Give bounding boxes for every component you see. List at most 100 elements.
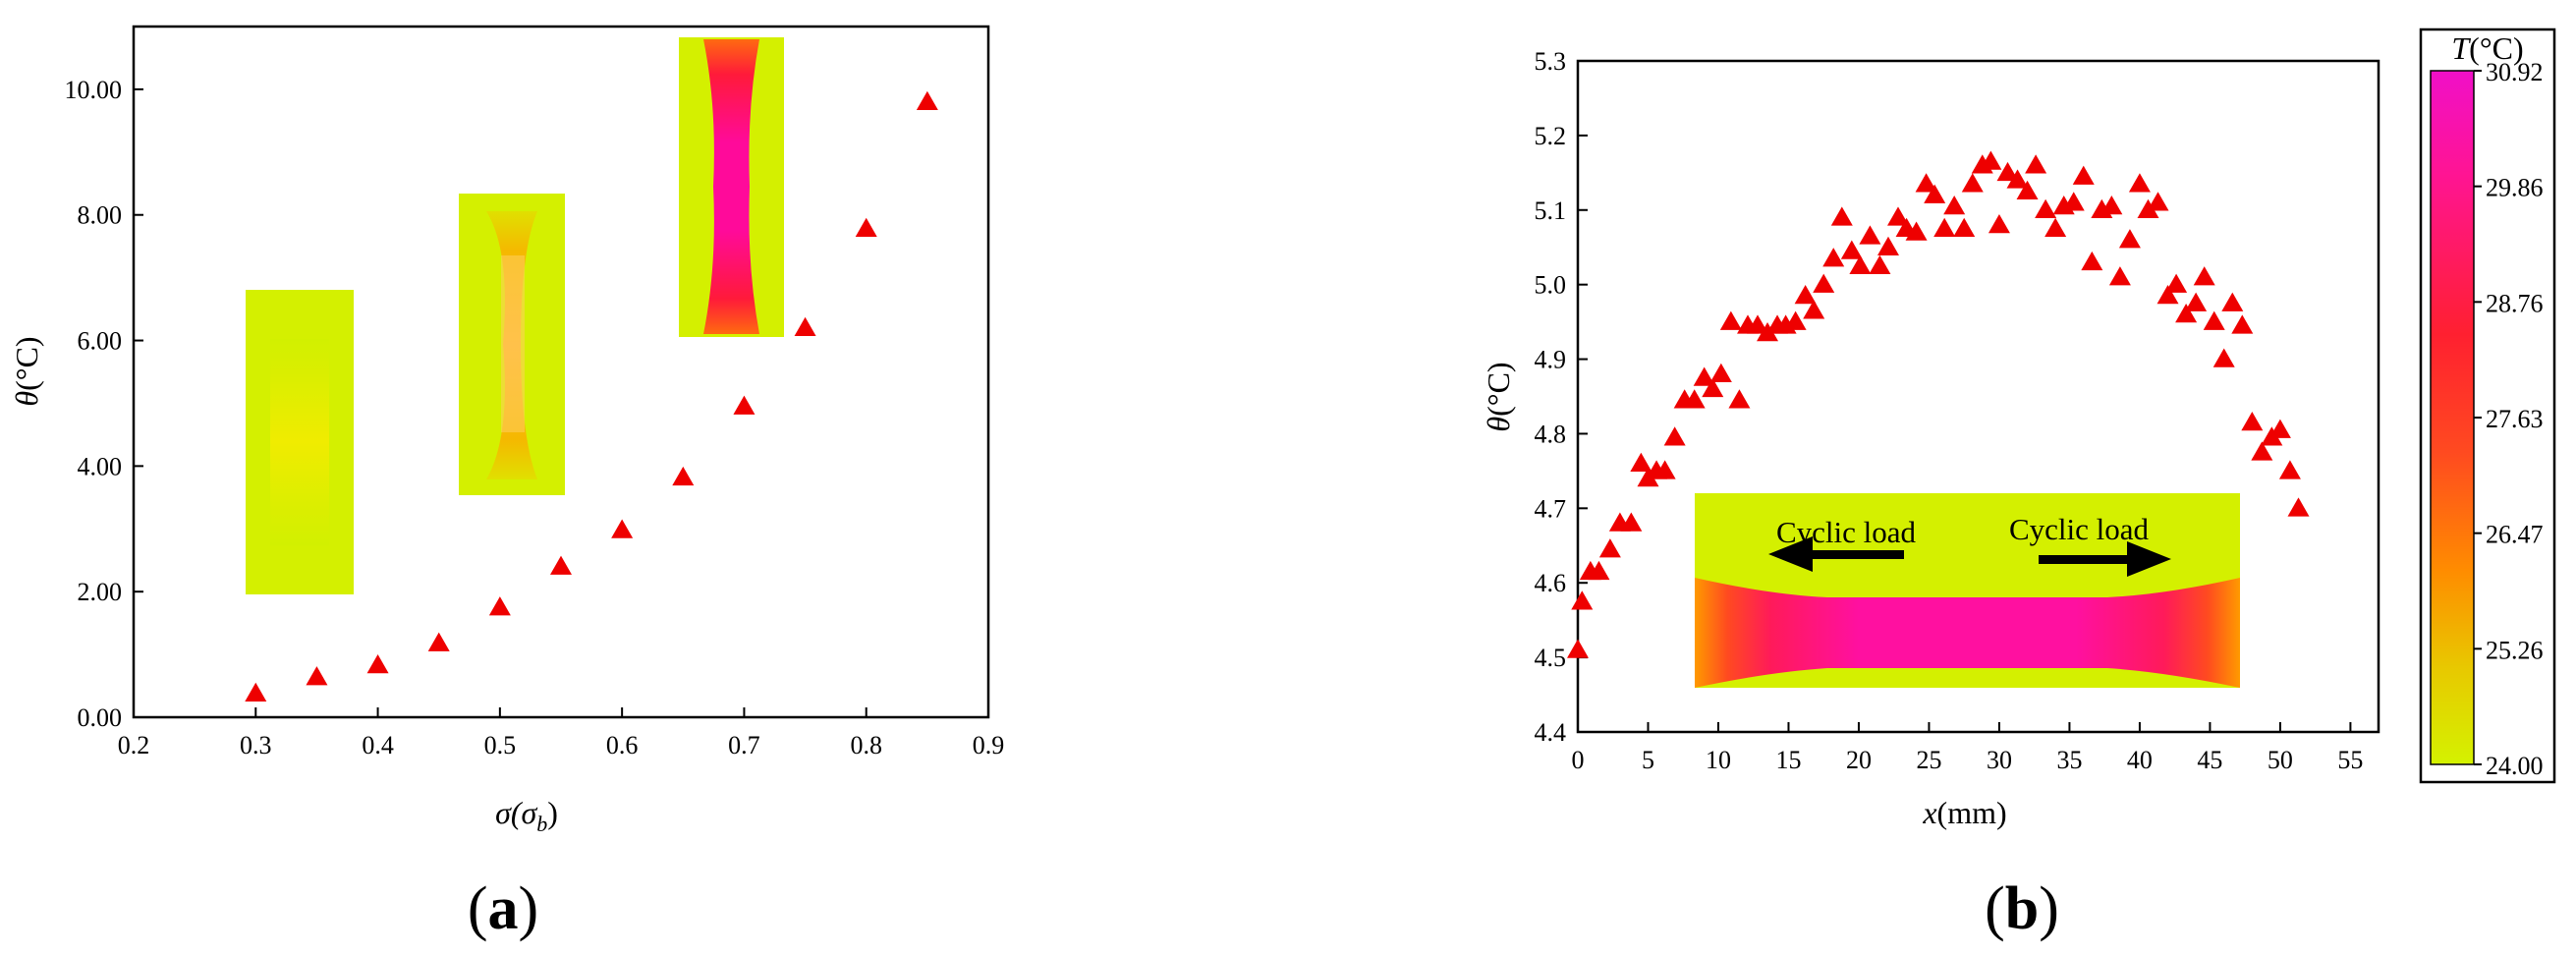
panel-b-data-point <box>2185 292 2208 311</box>
x-label-sigma: σ(σ <box>495 795 537 830</box>
panel-a-y-axis-label: θ(°C) <box>9 336 44 406</box>
specimen-inset-mid-stress <box>459 194 565 495</box>
panel-b-data-point <box>2118 229 2141 249</box>
panel-b-y-tick-label: 5.1 <box>1535 197 1567 225</box>
panel-b-data-point <box>1620 512 1643 532</box>
panel-b-y-tick-label: 4.9 <box>1535 346 1567 374</box>
panel-a-series <box>245 90 938 702</box>
panel-b-data-point <box>2268 419 2291 438</box>
panel-b-x-tick-label: 10 <box>1706 746 1731 774</box>
panel-b-label: (b) <box>1985 875 2059 942</box>
panel-b-data-point <box>1915 173 1937 193</box>
panel-b-x-tick-label: 15 <box>1775 746 1801 774</box>
panel-b-data-point <box>2006 169 2029 189</box>
panel-b-x-tick-label: 35 <box>2056 746 2082 774</box>
panel-b-data-point <box>1683 389 1706 409</box>
panel-a-x-tick-label: 0.8 <box>850 731 882 759</box>
panel-b-data-point <box>2175 304 2198 323</box>
panel-a-x-tick-label: 0.9 <box>973 731 1005 759</box>
colorbar-tick-label: 27.63 <box>2486 405 2544 433</box>
panel-a-data-point <box>488 596 511 616</box>
right-load-arrow-icon <box>2039 541 2171 577</box>
panel-b-data-point <box>1988 213 2010 234</box>
x-label-subscript: b <box>536 812 547 836</box>
panel-a: 0.2 0.3 0.4 0.5 0.6 0.7 0.8 0.9 0.00 2.00 4.00 6.00… <box>9 25 1005 942</box>
panel-b-data-point <box>1728 389 1751 409</box>
panel-a-y-tick-label: 10.00 <box>65 76 123 104</box>
panel-b-data-point <box>2241 412 2264 431</box>
panel-b-data-point <box>2100 195 2123 215</box>
panel-a-x-tick-label: 0.5 <box>484 731 517 759</box>
colorbar-ticks: 30.92 29.86 28.76 27.63 26.47 25.26 24.00 <box>2474 58 2544 780</box>
panel-b-data-point <box>1905 221 1928 241</box>
panel-b-data-point <box>1822 248 1845 267</box>
panel-b-y-tick-label: 4.8 <box>1535 420 1567 448</box>
panel-b-data-point <box>1663 426 1686 446</box>
panel-b-data-point <box>1876 236 1899 255</box>
panel-b-data-point <box>1653 460 1676 479</box>
panel-b-data-point <box>1598 538 1621 558</box>
panel-a-data-point <box>733 395 756 415</box>
panel-b-data-point <box>1830 206 1853 226</box>
panel-b-data-point <box>2072 165 2095 185</box>
panel-b-data-point <box>2231 314 2254 334</box>
panel-b-x-tick-label: 55 <box>2337 746 2363 774</box>
panel-a-data-point <box>245 682 267 702</box>
panel-b-data-point <box>1567 639 1589 658</box>
panel-b-x-tick-label: 20 <box>1846 746 1872 774</box>
panel-b-data-point <box>2035 198 2057 219</box>
panel-a-y-tick-label: 8.00 <box>78 201 123 230</box>
panel-b-data-point <box>1693 366 1715 386</box>
specimen-inset-high-stress <box>679 37 784 337</box>
panel-b-x-tick-label: 5 <box>1642 746 1654 774</box>
left-load-arrow-icon <box>1768 536 1904 572</box>
panel-b-y-tick-label: 4.7 <box>1535 494 1567 523</box>
panel-a-axis-ticks: 0.2 0.3 0.4 0.5 0.6 0.7 0.8 0.9 0.00 2.00 4.00 6.00… <box>65 76 1005 759</box>
panel-b-y-tick-label: 5.2 <box>1535 122 1567 150</box>
colorbar-tick-label: 28.76 <box>2486 289 2544 317</box>
colorbar-tick-label: 24.00 <box>2486 752 2544 780</box>
temperature-colorbar: T(°C) 30.92 29.86 28.76 27.63 26.47 25.26 24.0… <box>2419 28 2556 784</box>
panel-a-data-point <box>611 519 634 538</box>
panel-b-data-point <box>2156 285 2179 305</box>
panel-a-data-point <box>916 90 938 110</box>
panel-b-data-point <box>2137 198 2159 219</box>
panel-a-data-point <box>306 666 328 686</box>
panel-b-data-point <box>2044 217 2067 237</box>
panel-b-x-tick-label: 30 <box>1987 746 2012 774</box>
panel-b-data-point <box>1813 273 1835 293</box>
panel-b-data-point <box>2251 441 2273 461</box>
panel-b: Cyclic load Cyclic load 0 5 10 15 20 25 30 35 40… <box>1481 47 2380 942</box>
cyclic-load-label-left: Cyclic load <box>1776 515 1917 549</box>
panel-a-x-axis-label: σ(σb) <box>495 795 558 836</box>
panel-b-y-tick-label: 4.5 <box>1535 644 1567 672</box>
specimen-inset-low-stress <box>246 290 354 594</box>
panel-b-data-point <box>1784 310 1807 330</box>
panel-b-data-point <box>1924 184 1946 203</box>
panel-b-y-tick-label: 4.4 <box>1535 718 1567 747</box>
panel-b-data-point <box>1840 240 1863 259</box>
panel-a-data-point <box>427 632 450 651</box>
panel-b-data-point <box>2016 180 2039 200</box>
panel-b-x-tick-label: 0 <box>1572 746 1585 774</box>
panel-b-y-tick-label: 5.0 <box>1535 271 1567 300</box>
colorbar-gradient <box>2430 70 2475 765</box>
panel-b-y-tick-label: 5.3 <box>1535 47 1567 76</box>
panel-a-data-point <box>366 653 389 674</box>
panel-a-x-tick-label: 0.6 <box>606 731 639 759</box>
panel-b-series <box>1567 150 2310 658</box>
panel-b-data-point <box>1702 377 1724 398</box>
panel-b-y-axis-label: θ(°C) <box>1481 362 1516 431</box>
panel-b-data-point <box>1757 321 1779 342</box>
panel-b-x-tick-label: 45 <box>2197 746 2222 774</box>
panel-a-data-point <box>672 466 695 486</box>
cyclic-load-label-right: Cyclic load <box>2009 512 2150 546</box>
panel-b-data-point <box>1953 217 1976 237</box>
panel-b-data-point <box>1980 150 2002 170</box>
colorbar-tick-label: 26.47 <box>2486 521 2544 549</box>
panel-b-x-tick-label: 25 <box>1916 746 1941 774</box>
panel-b-data-point <box>1849 254 1872 274</box>
panel-a-y-tick-label: 6.00 <box>78 327 123 356</box>
panel-a-data-point <box>550 555 572 575</box>
panel-b-data-point <box>1747 314 1769 334</box>
